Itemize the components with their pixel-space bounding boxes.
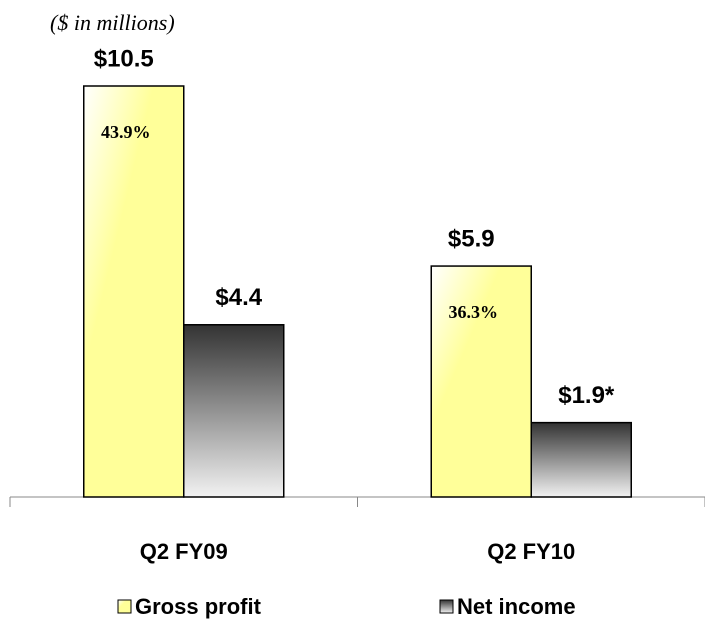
margin-label: 43.9% [101, 122, 151, 142]
value-label: $10.5 [94, 45, 154, 72]
value-label: $4.4 [215, 284, 262, 311]
value-label: $5.9 [448, 225, 495, 252]
margin-label: 36.3% [449, 302, 499, 322]
bar [430, 265, 532, 498]
legend-label: Gross profit [135, 594, 262, 619]
bar [530, 421, 632, 498]
bar [83, 85, 185, 498]
subtitle: ($ in millions) [50, 10, 175, 35]
x-tick-label: Q2 FY09 [140, 539, 228, 564]
bar [183, 324, 285, 498]
legend-swatch [439, 599, 454, 614]
x-tick-label: Q2 FY10 [487, 539, 575, 564]
legend-label: Net income [457, 594, 576, 619]
legend-swatch [117, 599, 132, 614]
value-label: $1.9* [558, 382, 615, 409]
